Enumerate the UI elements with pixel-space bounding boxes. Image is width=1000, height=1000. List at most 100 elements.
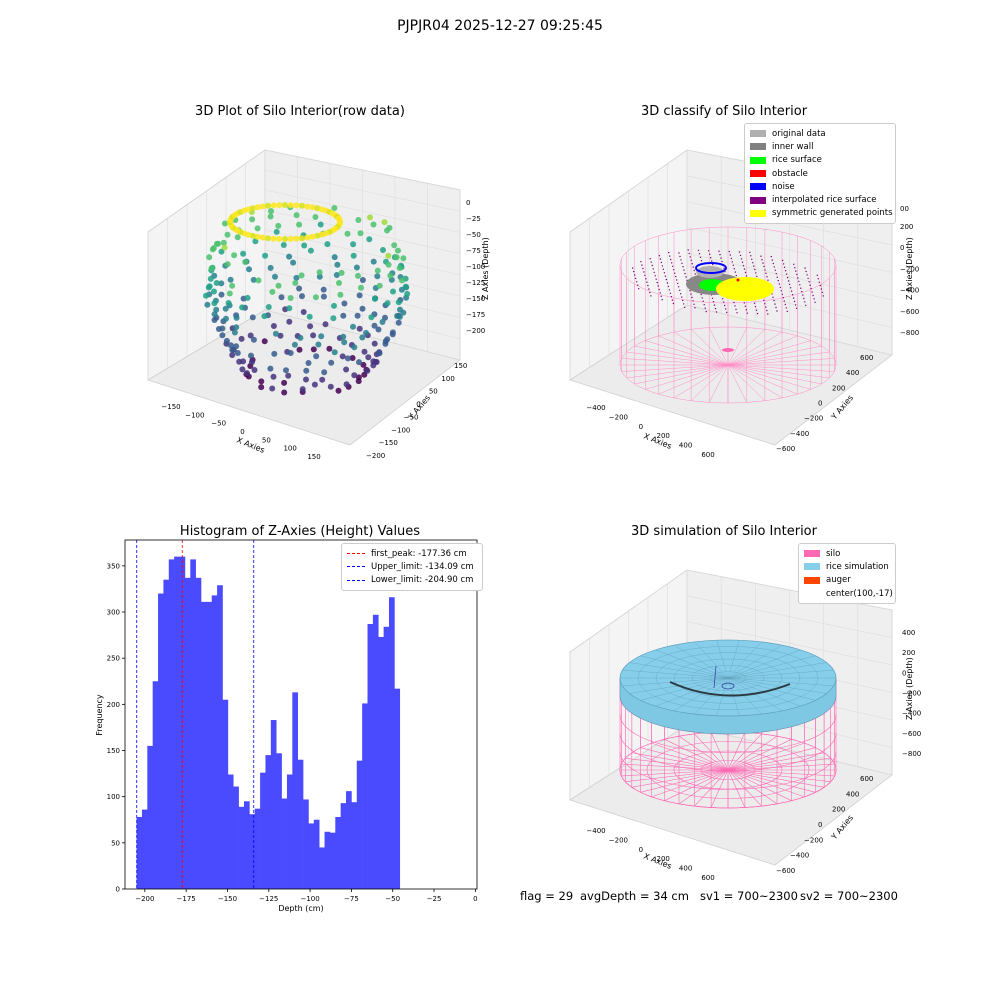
plot1-xtick: 50 bbox=[262, 436, 271, 444]
plot2-interp-point bbox=[691, 296, 693, 299]
plot2-interp-point bbox=[784, 303, 786, 306]
plot2-noise-points bbox=[695, 262, 727, 274]
plot1-point bbox=[258, 384, 265, 391]
plot2-silo-line bbox=[621, 364, 729, 372]
plot3-ytick-label: 350 bbox=[107, 562, 120, 570]
plot1-point bbox=[259, 203, 266, 210]
plot3-ticks: −200 −175 −150 −125 −100 −75 −50 −25 0 0 50 100 150 2… bbox=[107, 562, 478, 903]
plot2-silo-line bbox=[727, 331, 783, 366]
plot2-interp-point bbox=[766, 309, 768, 312]
plot2-interp-point bbox=[678, 252, 680, 254]
plot2-interp-point bbox=[754, 268, 756, 271]
plot2-silo-line bbox=[708, 364, 729, 403]
plot2-interp-point bbox=[692, 266, 694, 268]
plot2-interp-point bbox=[791, 294, 794, 296]
plot1-point bbox=[297, 334, 304, 341]
plot1-point bbox=[316, 269, 323, 276]
plot2-interp-point bbox=[692, 300, 694, 302]
plot1-point bbox=[276, 202, 283, 209]
plot2-interp-point bbox=[714, 307, 717, 310]
plot1-xtick: 0 bbox=[240, 428, 244, 436]
plot4-gridline bbox=[686, 595, 893, 638]
plot4-silo-line bbox=[631, 752, 729, 771]
plot1-point bbox=[278, 294, 285, 301]
plot1-point bbox=[231, 329, 238, 336]
plot3-bar bbox=[147, 745, 153, 889]
plot3-bar bbox=[340, 803, 347, 889]
plot2-silo-line bbox=[727, 364, 835, 372]
plot2-interp-point bbox=[817, 278, 819, 280]
plot1-zlabel: Z Axies (Depth) bbox=[481, 237, 490, 300]
plot1-point bbox=[309, 204, 316, 211]
plot2-interp-point bbox=[711, 297, 714, 299]
plot2-interp-point bbox=[666, 282, 669, 284]
plot4-ztick: 400 bbox=[902, 629, 915, 637]
plot1-point bbox=[343, 366, 350, 373]
plot2-silo-line bbox=[727, 364, 822, 385]
plot1-point bbox=[397, 306, 403, 313]
plot4-legend-label: rice simulation bbox=[826, 561, 889, 572]
plot1-gridline bbox=[264, 189, 461, 233]
plot3-bar bbox=[163, 579, 170, 889]
plot2-interp-point bbox=[664, 275, 667, 277]
plot2-interp-point bbox=[774, 269, 776, 271]
plot3-xtick-label: −150 bbox=[218, 895, 237, 903]
plot4-gridline bbox=[686, 621, 893, 666]
plot1-point bbox=[320, 293, 327, 300]
plot2-interp-point bbox=[711, 260, 713, 262]
plot4-auger bbox=[713, 665, 717, 689]
plot2-interp-point bbox=[680, 259, 682, 261]
plot2-interp-point bbox=[804, 267, 806, 269]
plot2-xtick: 200 bbox=[657, 432, 670, 440]
plot1-point bbox=[312, 294, 319, 301]
plot3-bar bbox=[233, 786, 239, 889]
plot2-interp-point bbox=[738, 251, 741, 253]
plot1-xtick: −100 bbox=[185, 411, 204, 419]
plot2-interp-point bbox=[700, 260, 703, 262]
plot1-point bbox=[254, 233, 261, 240]
plot1-point bbox=[287, 295, 294, 301]
plot2-interp-point bbox=[741, 261, 744, 263]
plot3-bar bbox=[351, 802, 358, 889]
plot1-ytick: 0 bbox=[416, 401, 420, 409]
plot1-xtick: −50 bbox=[211, 420, 226, 428]
plot2-silo-line bbox=[673, 331, 729, 366]
plot1-point bbox=[271, 350, 278, 357]
plot4-ytick: 400 bbox=[846, 790, 859, 798]
plot2-3d-classify: −400−2000200400600−600−400−2000200400600… bbox=[569, 149, 919, 459]
plot1-point bbox=[213, 280, 220, 286]
plot2-interp-point bbox=[693, 269, 695, 272]
plot2-interp-point bbox=[763, 265, 765, 268]
plot1-point bbox=[395, 319, 402, 326]
plot2-legend-item: inner wall bbox=[750, 140, 890, 153]
plot1-point bbox=[231, 252, 238, 259]
plot1-point bbox=[259, 234, 266, 241]
plot1-point bbox=[222, 305, 229, 312]
plot3-bar bbox=[313, 819, 320, 889]
plot1-point bbox=[312, 214, 319, 220]
plot4-legend-item: silo bbox=[804, 547, 890, 560]
plot2-ytick: 600 bbox=[860, 354, 873, 362]
plot2-interp-point bbox=[822, 295, 824, 297]
plot2-interp-point bbox=[673, 269, 675, 271]
plot3-bar bbox=[174, 556, 180, 889]
plot2-interp-point bbox=[653, 271, 655, 274]
plot2-interp-point bbox=[731, 261, 733, 263]
plot1-point bbox=[248, 352, 254, 359]
plot1-point bbox=[245, 206, 252, 213]
plot4-silo-line bbox=[727, 769, 825, 788]
plot2-legend-item: original data bbox=[750, 127, 890, 140]
plot1-point bbox=[282, 202, 288, 208]
plot2-interp-point bbox=[763, 299, 765, 301]
plot4-rice-mesh bbox=[655, 652, 801, 704]
plot2-interp-point bbox=[669, 255, 671, 257]
plot2-interp-point bbox=[764, 269, 766, 271]
plot2-interp-point bbox=[809, 284, 811, 286]
plot1-point bbox=[306, 313, 313, 320]
plot2-legend-label: inner wall bbox=[772, 141, 814, 152]
plot2-interp-point bbox=[799, 284, 801, 286]
plot1-point bbox=[331, 205, 338, 211]
plot2-interp-point bbox=[743, 302, 745, 304]
plot3-xtick-label: 0 bbox=[473, 895, 477, 903]
plot2-interp-point bbox=[740, 258, 743, 260]
